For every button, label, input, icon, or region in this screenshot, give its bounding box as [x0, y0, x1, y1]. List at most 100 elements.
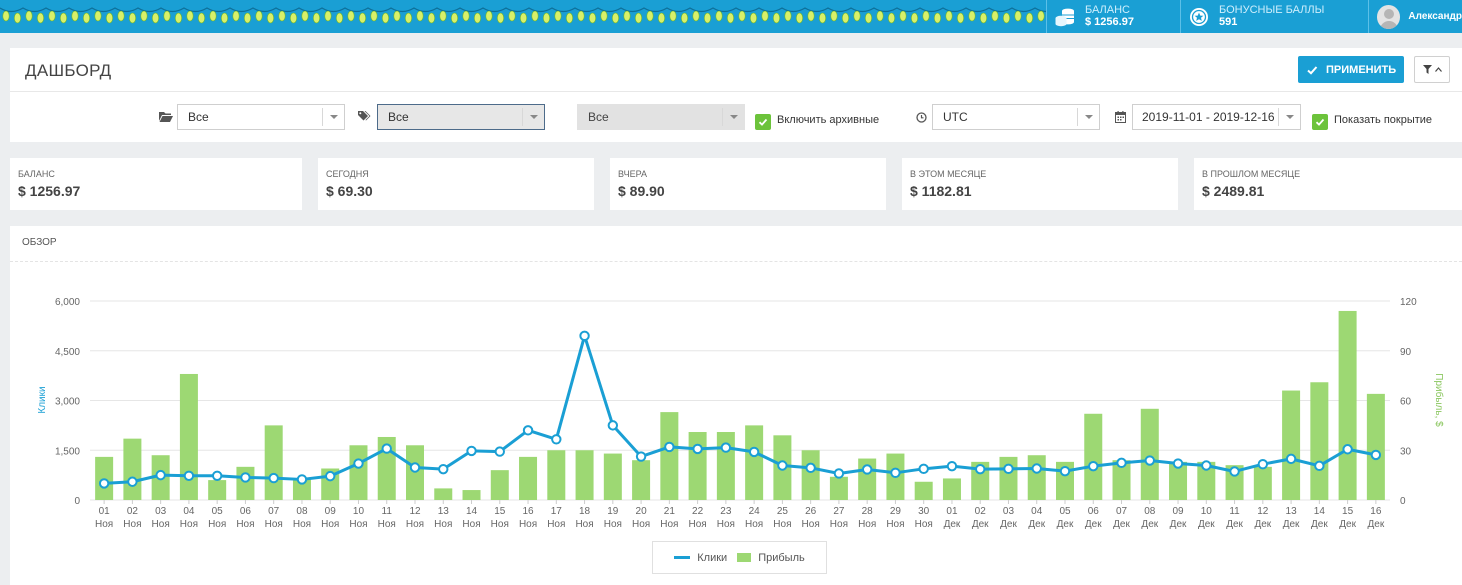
- bar: [292, 478, 311, 500]
- tag-select[interactable]: Все: [377, 104, 545, 130]
- point: [1285, 453, 1297, 465]
- garland-bulb: [266, 12, 274, 24]
- timezone-select-value: UTC: [943, 110, 968, 124]
- tags-icon: [358, 111, 371, 121]
- bar: [462, 490, 481, 500]
- garland-bulb: [1002, 12, 1010, 24]
- x-tick-month-label: Ноя: [123, 519, 141, 530]
- point: [381, 443, 392, 454]
- point: [890, 467, 901, 479]
- stat-label: В ЭТОМ МЕСЯЦЕ: [910, 169, 987, 179]
- garland-bulb: [404, 12, 412, 24]
- stat-label: БАЛАНС: [18, 169, 55, 179]
- folder-select[interactable]: Все: [177, 104, 345, 130]
- bonus-widget[interactable]: БОНУСНЫЕ БАЛЛЫ 591: [1180, 0, 1368, 33]
- bar: [179, 373, 198, 500]
- garland-bulb: [381, 12, 389, 24]
- point: [1144, 455, 1155, 466]
- filters-panel: ДАШБОРД ПРИМЕНИТЬ Все Все Все Включить а…: [10, 48, 1462, 142]
- bar: [745, 425, 764, 500]
- x-tick-month-label: Ноя: [378, 519, 396, 530]
- x-tick-label: 04: [183, 506, 195, 517]
- y-right-tick-label: 120: [1400, 297, 1417, 308]
- x-tick-month-label: Ноя: [858, 519, 876, 530]
- bar: [434, 488, 453, 500]
- garland-bulb: [393, 10, 401, 22]
- garland-bulb: [565, 12, 573, 24]
- third-select[interactable]: Все: [577, 104, 745, 130]
- x-tick-label: 15: [1342, 506, 1354, 517]
- garland-bulb: [462, 10, 470, 22]
- point: [1031, 463, 1042, 474]
- x-tick-label: 14: [1314, 506, 1326, 517]
- clock-icon: [916, 112, 927, 123]
- overview-title: ОБЗОР: [22, 237, 57, 248]
- x-tick-label: 19: [607, 506, 619, 517]
- x-tick-month-label: Ноя: [462, 519, 480, 530]
- garland-bulb: [129, 12, 137, 24]
- filter-toggle-button[interactable]: [1414, 56, 1450, 83]
- user-name: Александр: [1408, 11, 1462, 22]
- garland-bulb: [473, 12, 481, 24]
- point: [1201, 460, 1212, 471]
- point: [1172, 458, 1184, 469]
- garland-bulb: [244, 12, 252, 24]
- bar: [1310, 382, 1329, 500]
- x-tick-label: 05: [1059, 506, 1071, 517]
- garland-bulb: [508, 10, 516, 22]
- x-tick-month-label: Дек: [1198, 519, 1215, 530]
- bar: [942, 478, 961, 500]
- series-line-clicks: [104, 334, 1377, 485]
- date-range-select[interactable]: 2019-11-01 - 2019-12-16: [1132, 104, 1301, 130]
- third-select-value: Все: [588, 110, 609, 124]
- x-tick-month-label: Ноя: [830, 519, 848, 530]
- garland-bulb: [876, 10, 884, 22]
- point: [325, 470, 336, 482]
- x-tick-month-label: Дек: [1283, 519, 1300, 530]
- point: [155, 469, 166, 481]
- x-tick-month-label: Дек: [1226, 519, 1243, 530]
- x-tick-month-label: Ноя: [293, 519, 311, 530]
- stat-card-balance: БАЛАНС $ 1256.97: [10, 158, 302, 210]
- legend-item-profit[interactable]: Прибыль: [737, 552, 805, 564]
- x-tick-label: 01: [946, 506, 958, 517]
- bar: [1027, 455, 1046, 500]
- garland-bulb: [439, 10, 447, 22]
- x-tick-month-label: Ноя: [208, 519, 226, 530]
- garland-bulb: [623, 10, 631, 22]
- timezone-select[interactable]: UTC: [932, 104, 1100, 130]
- point: [607, 420, 619, 431]
- point: [240, 472, 251, 483]
- point: [551, 434, 562, 445]
- garland-bulb: [692, 10, 700, 22]
- garland-bulb: [358, 12, 366, 24]
- legend-item-clicks[interactable]: Клики: [674, 552, 727, 564]
- point: [438, 463, 449, 475]
- include-archived-checkbox[interactable]: [755, 114, 771, 130]
- garland-bulb: [71, 10, 79, 22]
- garland-bulb: [278, 10, 286, 22]
- x-tick-month-label: Ноя: [660, 519, 678, 530]
- x-tick-label: 08: [1144, 506, 1156, 517]
- balance-widget[interactable]: БАЛАНС $ 1256.97: [1046, 0, 1180, 33]
- x-tick-month-label: Ноя: [915, 519, 933, 530]
- y-left-tick-label: 0: [74, 496, 80, 507]
- garland-bulb: [933, 12, 941, 24]
- x-tick-month-label: Ноя: [802, 519, 820, 530]
- x-tick-label: 12: [1257, 506, 1269, 517]
- x-tick-month-label: Дек: [1368, 519, 1385, 530]
- garland-bulb: [703, 12, 711, 24]
- show-coverage-checkbox[interactable]: [1312, 114, 1328, 130]
- garland-decoration: [0, 7, 1046, 24]
- bar: [349, 445, 368, 500]
- apply-button[interactable]: ПРИМЕНИТЬ: [1298, 56, 1404, 83]
- x-tick-month-label: Ноя: [717, 519, 735, 530]
- point: [1229, 466, 1240, 477]
- x-tick-label: 13: [438, 506, 450, 517]
- x-tick-label: 28: [862, 506, 874, 517]
- filter-icon: [1422, 65, 1432, 74]
- x-tick-month-label: Дек: [972, 519, 989, 530]
- garland-bulb: [795, 12, 803, 24]
- user-menu[interactable]: Александр: [1368, 0, 1462, 33]
